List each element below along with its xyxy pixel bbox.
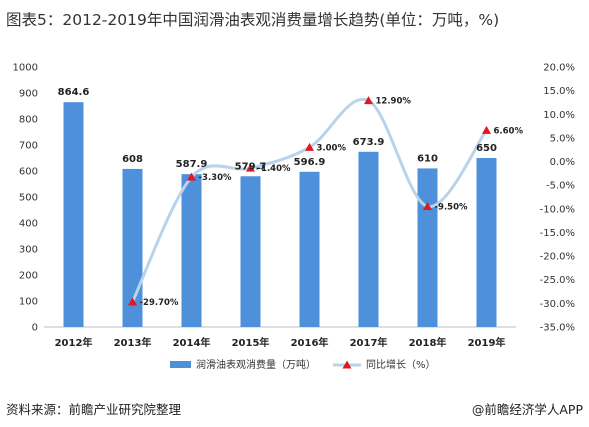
growth-marker: [305, 142, 314, 151]
x-tick-label: 2015年: [232, 336, 270, 349]
chart-title: 图表5：2012-2019年中国润滑油表观消费量增长趋势(单位：万吨，%): [6, 11, 500, 29]
bar: [299, 171, 320, 327]
bar-series: [63, 102, 497, 327]
y-right-tick-label: 5.0%: [550, 133, 575, 144]
growth-value-label: 6.60%: [494, 126, 524, 136]
legend-bar-swatch: [170, 361, 191, 368]
growth-value-label: 12.90%: [376, 97, 412, 107]
x-tick-label: 2016年: [291, 336, 329, 349]
bar-value-label: 650: [476, 143, 497, 154]
growth-marker: [246, 163, 255, 172]
growth-marker: [187, 172, 196, 181]
y-left-tick-label: 800: [19, 115, 38, 126]
growth-marker: [364, 96, 373, 105]
y-left-tick-label: 900: [19, 89, 38, 100]
growth-value-label: -9.50%: [435, 202, 468, 212]
growth-value-label: -3.30%: [199, 173, 232, 183]
bar: [476, 158, 497, 327]
y-left-tick-label: 100: [19, 297, 38, 308]
bar-value-label: 587.9: [176, 159, 208, 170]
bar-value-label: 608: [122, 154, 143, 165]
y-right-tick-label: -15.0%: [540, 228, 575, 239]
y-right-tick-label: -30.0%: [540, 299, 575, 310]
y-right-tick-label: 15.0%: [543, 86, 575, 97]
bar: [181, 174, 202, 327]
y-right-tick-label: 20.0%: [543, 63, 575, 74]
bar: [240, 176, 261, 327]
data-labels: 864.6 608 587.9 579.7 596.9 673.9 610 650 -29.70…: [58, 87, 524, 308]
y-left-tick-label: 400: [19, 219, 38, 230]
y-right-tick-label: -25.0%: [540, 275, 575, 286]
y-left-tick-label: 200: [19, 271, 38, 282]
growth-marker: [128, 297, 137, 306]
axes: 0 100 200 300 400 500 600 700 800 900 1000 -35.0% -3…: [13, 63, 575, 350]
source-note: 资料来源：前瞻产业研究院整理: [6, 402, 182, 417]
bar-value-label: 864.6: [58, 87, 90, 98]
growth-value-label: -1.40%: [258, 164, 291, 174]
y-right-tick-label: -20.0%: [540, 252, 575, 263]
growth-marker: [482, 125, 491, 134]
chart-area: 0 100 200 300 400 500 600 700 800 900 1000 -35.0% -3…: [13, 63, 575, 372]
y-left-tick-label: 0: [32, 323, 38, 334]
y-right-tick-label: -10.0%: [540, 204, 575, 215]
y-left-tick-label: 600: [19, 167, 38, 178]
y-right-tick-label: 0.0%: [550, 157, 575, 168]
growth-value-label: -29.70%: [140, 298, 179, 308]
bar: [358, 151, 379, 327]
x-tick-label: 2012年: [55, 336, 93, 349]
x-tick-label: 2019年: [468, 336, 506, 349]
y-right-tick-label: 10.0%: [543, 110, 575, 121]
growth-value-label: 3.00%: [317, 143, 347, 153]
y-left-tick-label: 300: [19, 245, 38, 256]
brand-credit: @前瞻经济学人APP: [471, 402, 583, 417]
legend-line-marker: [342, 360, 352, 369]
growth-marker: [423, 201, 432, 210]
line-series: [128, 96, 491, 306]
bar-value-label: 596.9: [294, 157, 326, 168]
y-right-tick-label: -5.0%: [546, 181, 575, 192]
y-left-tick-label: 700: [19, 141, 38, 152]
bar-value-label: 579.7: [235, 161, 267, 172]
x-tick-label: 2013年: [114, 336, 152, 349]
bar: [417, 168, 438, 327]
y-right-tick-label: -35.0%: [540, 323, 575, 334]
x-tick-label: 2017年: [350, 336, 388, 349]
x-tick-label: 2014年: [173, 336, 211, 349]
bar: [63, 102, 84, 327]
bar-value-label: 673.9: [353, 137, 385, 148]
bar-value-label: 610: [417, 153, 438, 164]
legend-bar-label: 润滑油表观消费量（万吨）: [196, 358, 316, 371]
legend-line-label: 同比增长（%）: [366, 358, 436, 371]
y-left-tick-label: 500: [19, 193, 38, 204]
legend: 润滑油表观消费量（万吨） 同比增长（%）: [170, 358, 436, 371]
x-tick-label: 2018年: [409, 336, 447, 349]
y-left-tick-label: 1000: [13, 63, 38, 74]
